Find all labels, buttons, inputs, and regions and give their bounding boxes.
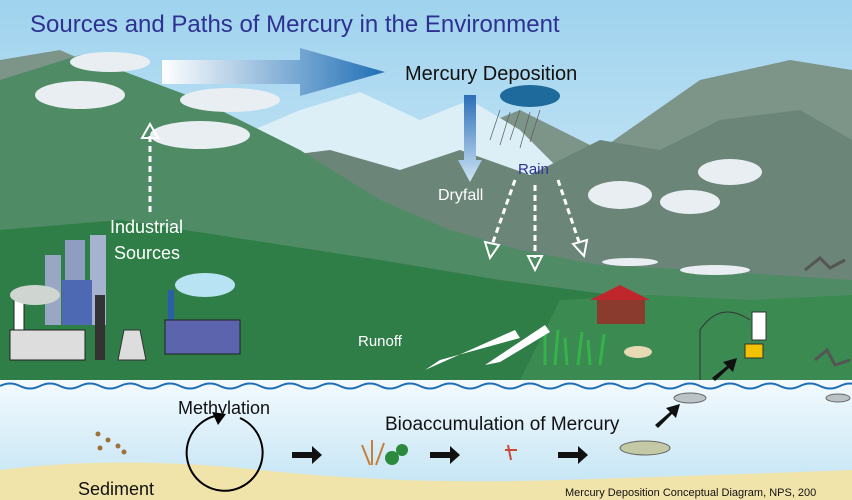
label: Industrial [110,217,183,237]
tank [10,330,85,360]
smoke [175,273,235,297]
label: Dryfall [438,187,483,204]
fish [826,394,850,402]
tackle-box [745,344,763,358]
smoke [10,285,60,305]
plant [165,320,240,354]
fisher [752,312,766,340]
building [62,280,92,325]
house [597,300,645,324]
cloud [602,258,658,266]
particle [116,444,121,449]
shore [520,295,852,380]
smokestack [95,295,105,360]
cloud [588,181,652,209]
cloud [150,121,250,149]
label: Rain [518,161,549,178]
fish [674,393,706,403]
bird [624,346,652,358]
reed [565,338,567,365]
label: Sediment [78,479,154,499]
cloud [698,159,762,185]
cloud [35,81,125,109]
cloud [180,88,280,112]
particle [122,450,127,455]
cloud [680,265,750,275]
rain-cloud [500,85,560,107]
label: Methylation [178,398,270,418]
label: Sources [114,243,180,263]
particle [106,438,111,443]
label: Mercury Deposition [405,63,577,85]
label: Bioaccumulation of Mercury [385,414,620,435]
cloud [660,190,720,214]
title: Sources and Paths of Mercury in the Envi… [30,11,560,38]
credit: Mercury Deposition Conceptual Diagram, N… [565,487,816,499]
reed [588,340,590,365]
particle [98,446,103,451]
label: Runoff [358,333,403,350]
cloud [70,52,150,72]
particle [96,432,101,437]
fish [620,441,670,455]
algae [396,444,408,456]
page: Sources and Paths of Mercury in the Envi… [0,0,852,500]
diagram: Sources and Paths of Mercury in the Envi… [0,0,852,500]
